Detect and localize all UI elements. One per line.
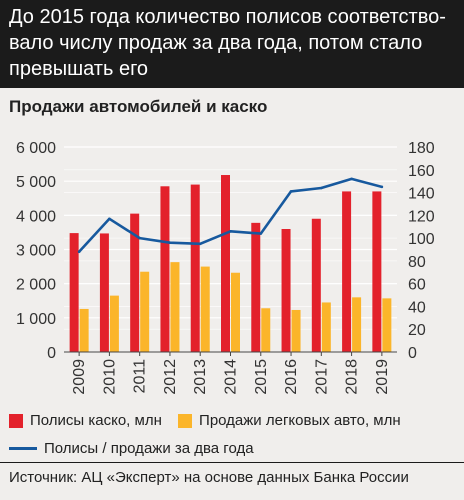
- x-tick-label: 2018: [344, 359, 361, 395]
- car-sales-bar: [352, 297, 362, 352]
- y-left-tick-label: 1 000: [16, 311, 56, 328]
- source-note: Источник: АЦ «Эксперт» на основе данных …: [9, 469, 409, 486]
- ratio-point: [108, 217, 111, 221]
- x-tick-label: 2019: [374, 359, 391, 395]
- y-right-tick-label: 100: [408, 231, 435, 248]
- y-right-tick-label: 40: [408, 299, 426, 316]
- car-sales-bar: [170, 262, 180, 352]
- casco-bar: [372, 191, 382, 352]
- ratio-point: [229, 229, 232, 233]
- casco-bar: [221, 175, 230, 352]
- ratio-point: [77, 250, 81, 254]
- legend-swatch-ratio: [9, 447, 37, 450]
- y-left-tick-label: 0: [47, 345, 56, 362]
- car-sales-bar: [261, 308, 271, 352]
- headline: До 2015 года количество полисов соответс…: [9, 6, 446, 80]
- x-tick-label: 2017: [313, 359, 330, 395]
- y-left-tick-label: 3 000: [16, 243, 56, 260]
- legend-label-car-sales: Продажи легковых авто, млн: [199, 412, 401, 429]
- car-sales-bar: [291, 309, 301, 352]
- y-left-tick-label: 2 000: [16, 277, 56, 294]
- y-right-tick-label: 20: [408, 322, 426, 339]
- casco-bar: [160, 186, 170, 352]
- ratio-point: [138, 236, 141, 240]
- header-bar: До 2015 года количество полисов соответс…: [0, 0, 464, 88]
- x-tick-label: 2013: [192, 359, 209, 395]
- car-sales-bar: [109, 295, 119, 352]
- legend-label-ratio: Полисы / продажи за два года: [44, 439, 254, 457]
- car-sales-bar: [79, 308, 89, 352]
- casco-bar: [342, 191, 352, 352]
- x-tick-label: 2015: [253, 359, 270, 395]
- legend-label-casco: Полисы каско, млн: [30, 412, 162, 429]
- y-left-tick-label: 4 000: [16, 208, 56, 225]
- ratio-point: [198, 242, 202, 246]
- ratio-point: [289, 190, 293, 193]
- casco-bar: [130, 213, 140, 352]
- x-tick-label: 2009: [71, 359, 88, 395]
- legend-item-ratio: Полисы / продажи за два года: [9, 439, 254, 459]
- ratio-point: [350, 177, 353, 181]
- car-sales-bar: [321, 302, 331, 352]
- casco-bar: [251, 222, 261, 352]
- x-tick-label: 2012: [162, 359, 179, 395]
- legend-swatch-car-sales: [178, 414, 193, 428]
- legend-item-car-sales: Продажи легковых авто, млн: [178, 411, 401, 431]
- casco-bar: [69, 233, 79, 352]
- car-sales-bar: [382, 298, 392, 352]
- x-tick-label: 2010: [101, 359, 118, 395]
- ratio-point: [259, 232, 263, 235]
- chart-title: Продажи автомобилей и каско: [9, 97, 268, 116]
- x-tick-label: 2011: [132, 359, 149, 394]
- casco-bar: [190, 184, 200, 352]
- casco-bar: [99, 233, 109, 352]
- source-divider: [0, 462, 464, 463]
- legend-item-casco: Полисы каско, млн: [9, 411, 162, 431]
- y-right-tick-label: 140: [408, 186, 435, 203]
- casco-bar: [281, 229, 291, 352]
- y-left-tick-label: 5 000: [16, 174, 56, 191]
- legend-swatch-casco: [9, 414, 23, 428]
- y-right-tick-label: 180: [408, 140, 435, 157]
- ratio-point: [380, 185, 384, 189]
- ratio-point: [168, 241, 172, 244]
- y-right-tick-label: 160: [408, 163, 435, 180]
- casco-bar: [311, 218, 321, 352]
- legend-row-1: Полисы каско, млн Продажи легковых авто,…: [9, 411, 413, 434]
- y-right-tick-label: 60: [408, 277, 426, 294]
- car-sales-bar: [231, 272, 240, 352]
- x-tick-label: 2016: [283, 359, 300, 395]
- y-left-tick-label: 6 000: [16, 140, 56, 157]
- ratio-point: [320, 186, 323, 190]
- legend-row-2: Полисы / продажи за два года: [9, 436, 266, 459]
- x-tick-label: 2014: [223, 359, 240, 395]
- car-sales-bar: [200, 266, 210, 352]
- y-right-tick-label: 0: [408, 345, 417, 362]
- y-right-tick-label: 120: [408, 208, 435, 225]
- car-sales-bar: [140, 271, 150, 352]
- y-right-tick-label: 80: [408, 254, 426, 271]
